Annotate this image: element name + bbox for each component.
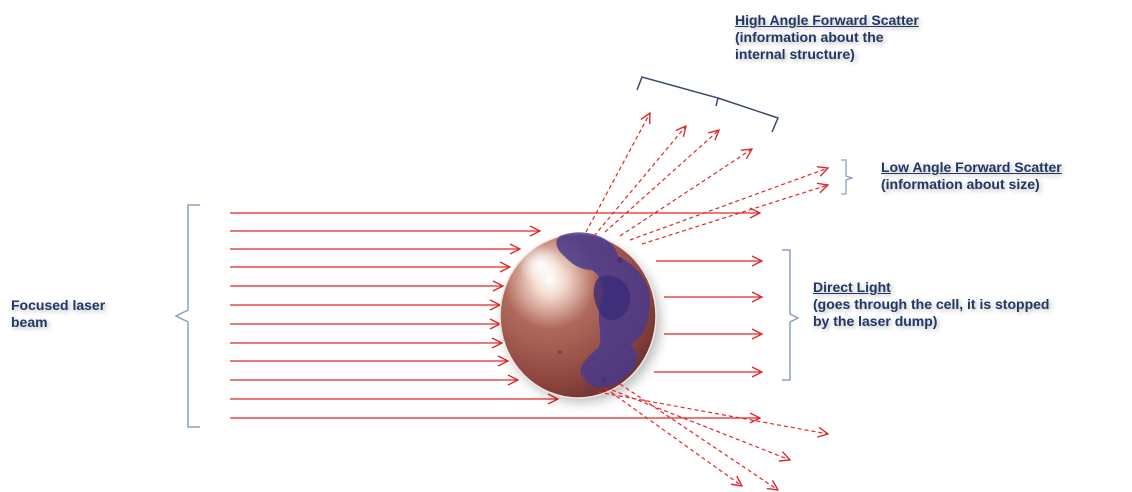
low-angle-bracket: [841, 159, 855, 195]
direct-light-title: Direct Light: [813, 279, 891, 295]
direct-light-desc-line2: by the laser dump): [813, 313, 938, 329]
lower-scatter-arrows: [597, 383, 828, 490]
high-angle-title: High Angle Forward Scatter: [735, 12, 919, 28]
direct-light-desc-line1: (goes through the cell, it is stopped: [813, 296, 1050, 312]
laser-beam-bracket: [174, 204, 200, 428]
laser-beam-line2: beam: [11, 314, 48, 330]
cell: [499, 232, 657, 399]
low-angle-label: Low Angle Forward Scatter (information a…: [881, 159, 1062, 193]
high-angle-scatter-arrows: [585, 113, 752, 237]
direct-light-bracket: [782, 249, 800, 381]
low-angle-title: Low Angle Forward Scatter: [881, 159, 1062, 175]
high-angle-desc-line2: internal structure): [735, 46, 855, 62]
high-angle-label: High Angle Forward Scatter (information …: [735, 12, 919, 63]
direct-light-label: Direct Light (goes through the cell, it …: [813, 279, 1049, 330]
direct-light-arrows: [654, 261, 762, 372]
laser-beam-line1: Focused laser: [11, 297, 106, 313]
high-angle-desc-line1: (information about the: [735, 29, 884, 45]
low-angle-desc-line1: (information about size): [881, 176, 1040, 192]
incoming-beam: [230, 213, 760, 418]
high-angle-bracket: [636, 76, 780, 133]
laser-beam-label: Focused laser beam: [11, 297, 105, 331]
low-angle-scatter-arrows: [629, 168, 828, 245]
